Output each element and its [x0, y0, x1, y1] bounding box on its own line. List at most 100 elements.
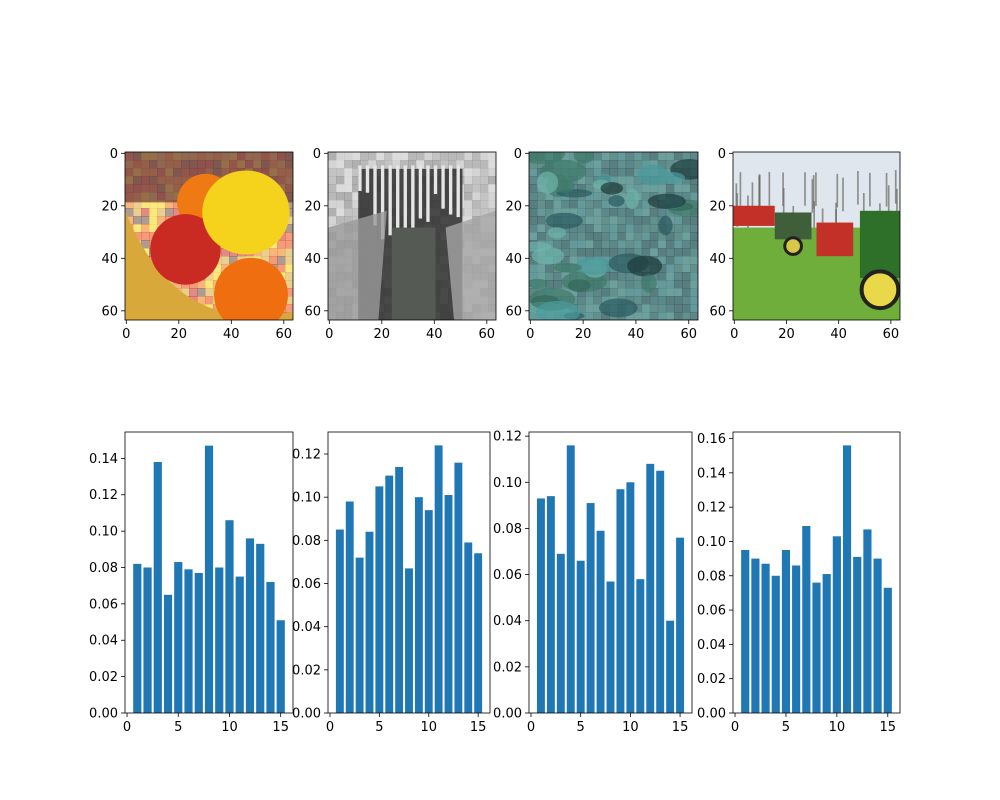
- x-tick-label: 15: [880, 720, 897, 735]
- x-tick-label: 60: [883, 327, 900, 342]
- x-tick-label: 15: [672, 720, 689, 735]
- y-tick-label: 0.02: [697, 672, 726, 687]
- y-tick-label: 0.00: [493, 707, 522, 722]
- bar: [163, 594, 173, 713]
- x-tick-label: 0: [527, 720, 535, 735]
- bar: [385, 475, 394, 713]
- bar: [245, 538, 255, 713]
- y-tick-label: 0: [514, 147, 522, 162]
- y-tick-label: 0.12: [697, 501, 726, 516]
- y-tick-label: 0.06: [493, 568, 522, 583]
- bar: [676, 537, 685, 713]
- image-frame: [327, 151, 497, 321]
- bar: [345, 501, 354, 713]
- bar: [761, 563, 770, 713]
- bar-chart-1: 0 5 10 15 0.00 0.02 0.04 0.06 0.08 0.10 0.12 0.14: [89, 431, 294, 735]
- bar: [424, 510, 433, 713]
- bar: [566, 445, 575, 713]
- image-frame: [124, 151, 294, 321]
- image-axes: 0 20 40 60 0 20 40 60: [101, 147, 292, 342]
- y-tick-label: 0.06: [292, 577, 321, 592]
- y-tick-label: 0.12: [89, 488, 118, 503]
- x-tick-label: 0: [326, 720, 334, 735]
- image-axes: 0 20 40 60 0 20 40 60: [304, 147, 495, 342]
- bar: [256, 543, 265, 713]
- bar: [335, 529, 344, 713]
- x-tick-label: 5: [375, 720, 383, 735]
- bar: [143, 567, 152, 713]
- bar: [184, 569, 193, 713]
- image-3: [529, 152, 698, 320]
- bar: [474, 553, 483, 713]
- bar: [626, 482, 635, 713]
- bar: [194, 572, 203, 713]
- y-tick-label: 0.00: [697, 707, 726, 722]
- y-tick-label: 0.06: [89, 597, 118, 612]
- y-tick-label: 0.10: [292, 491, 321, 506]
- bar: [276, 620, 285, 713]
- image-panel-2: 0 20 40 60 0 20 40 60: [304, 147, 497, 342]
- chart-axes: 0 5 10 15 0.00 0.02 0.04 0.06 0.08 0.10 0.12: [292, 448, 486, 735]
- bar: [395, 466, 404, 713]
- bar: [812, 582, 821, 713]
- plot-frame: [124, 431, 294, 714]
- x-tick-label: 60: [276, 327, 293, 342]
- image-panel-4: 0 20 40 60 0 20 40 60: [709, 147, 901, 342]
- y-tick-label: 0.16: [697, 432, 726, 447]
- x-tick-label: 5: [782, 720, 790, 735]
- bar: [636, 579, 645, 713]
- bars: [335, 445, 483, 713]
- bar: [883, 587, 892, 713]
- bar: [666, 620, 675, 713]
- x-tick-label: 20: [575, 327, 592, 342]
- bar: [434, 445, 443, 713]
- x-tick-label: 40: [628, 327, 645, 342]
- y-tick-label: 0.12: [493, 430, 522, 445]
- bar: [153, 462, 162, 713]
- y-tick-label: 0.00: [89, 707, 118, 722]
- chart-axes: 0 5 10 15 0.00 0.02 0.04 0.06 0.08 0.10 0.12 0.14: [89, 452, 289, 735]
- x-tick-label: 0: [325, 327, 333, 342]
- x-tick-label: 10: [221, 720, 238, 735]
- x-tick-label: 10: [622, 720, 639, 735]
- bar: [405, 568, 413, 713]
- bar: [792, 565, 801, 713]
- y-tick-label: 60: [101, 304, 118, 319]
- y-tick-label: 0.10: [697, 535, 726, 550]
- bars: [133, 445, 285, 713]
- x-tick-label: 0: [123, 720, 131, 735]
- bar: [842, 445, 852, 713]
- y-tick-label: 0: [110, 147, 118, 162]
- bar: [606, 581, 615, 713]
- bar: [355, 557, 364, 713]
- y-tick-label: 40: [709, 252, 726, 267]
- bar: [576, 560, 585, 713]
- plot-frame: [528, 431, 693, 714]
- image-frame: [732, 151, 901, 321]
- bar-chart-2: 0 5 10 15 0.00 0.02 0.04 0.06 0.08 0.10 0.12: [292, 431, 491, 735]
- y-tick-label: 20: [304, 199, 321, 214]
- y-tick-label: 0.04: [89, 634, 118, 649]
- x-tick-label: 60: [479, 327, 496, 342]
- x-tick-label: 20: [374, 327, 391, 342]
- bar-chart-4: 0 5 10 15 0.00 0.02 0.04 0.06 0.08 0.10 0.12 0.14 0.…: [697, 431, 901, 735]
- bar: [822, 574, 831, 713]
- x-tick-label: 40: [223, 327, 240, 342]
- y-tick-label: 20: [709, 199, 726, 214]
- bar: [556, 553, 565, 713]
- bar-chart-panels: 0 5 10 150.000.020.040.060.080.100.120.140 5…: [89, 430, 901, 735]
- x-tick-label: 5: [174, 720, 182, 735]
- bar: [873, 558, 882, 713]
- y-tick-label: 0.10: [89, 525, 118, 540]
- y-tick-label: 0.14: [89, 452, 118, 467]
- plot-frame: [732, 431, 901, 714]
- x-tick-label: 0: [526, 327, 534, 342]
- x-tick-label: 5: [577, 720, 585, 735]
- y-tick-label: 20: [101, 199, 118, 214]
- bar: [546, 496, 555, 713]
- bars: [741, 445, 892, 713]
- bar: [444, 495, 453, 713]
- bar: [204, 445, 214, 713]
- bar: [853, 556, 862, 713]
